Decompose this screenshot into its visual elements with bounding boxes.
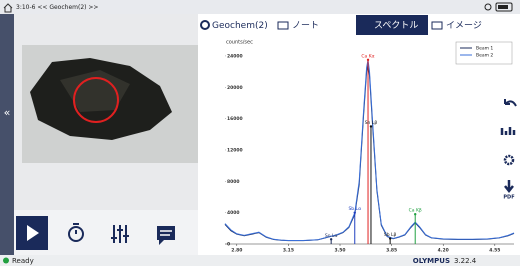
y-tick-label: 0: [227, 242, 230, 248]
tab[interactable]: イメージ: [446, 21, 482, 31]
top-title: 3:10-6 << Geochem(2) >>: [16, 4, 98, 11]
peak-label: Ca Kβ: [409, 208, 422, 214]
pdf-label: PDF: [503, 195, 514, 201]
y-tick-label: 12000: [227, 147, 243, 153]
tab[interactable]: Geochem(2): [212, 21, 268, 31]
y-tick-label: 16000: [227, 116, 243, 122]
battery-level: [498, 5, 508, 9]
x-tick-label: 2.80: [231, 248, 242, 254]
spectrum-line: [225, 60, 514, 241]
brand: OLYMPUS: [413, 257, 450, 265]
peak-label: Ca Kα: [361, 53, 374, 59]
version: 3.22.4: [454, 257, 477, 265]
y-tick-label: 4000: [227, 210, 240, 216]
y-tick-label: 24000: [227, 53, 243, 59]
spectrum-chart: counts/sec 0 4000 8000 12000 16000 20000 24000…: [225, 40, 514, 254]
side-strip: [0, 14, 14, 255]
legend-label: Beam 1: [476, 46, 493, 52]
undo-button[interactable]: [505, 99, 516, 106]
y-axis-label: counts/sec: [226, 40, 253, 46]
peak-label: Sn Lβ: [365, 120, 378, 126]
x-tick-label: 4.55: [489, 248, 500, 254]
peak-label: Sb Lα: [348, 206, 361, 212]
x-tick-label: 3.15: [283, 248, 294, 254]
spectrum-line: [225, 64, 514, 241]
peak-label: Sb Lβ: [384, 232, 397, 238]
gear-button[interactable]: [505, 156, 513, 164]
x-tick-label: 3.85: [386, 248, 397, 254]
bars-button[interactable]: [502, 127, 514, 135]
legend-label: Beam 2: [476, 53, 493, 59]
side-tab[interactable]: «: [4, 106, 11, 119]
download-button[interactable]: [505, 180, 513, 191]
peak-label: Sn Lα: [325, 233, 338, 239]
app-screen: 3:10-6 << Geochem(2) >> « Geochem(2) ノート…: [0, 0, 520, 266]
tab[interactable]: ノート: [292, 21, 319, 31]
ui: 3:10-6 << Geochem(2) >> « Geochem(2) ノート…: [0, 0, 520, 266]
x-tick-label: 3.50: [334, 248, 345, 254]
y-tick-label: 20000: [227, 85, 243, 91]
tab[interactable]: スペクトル: [374, 20, 418, 31]
x-tick-label: 4.20: [438, 248, 449, 254]
status-dot: [3, 258, 9, 264]
status-text: Ready: [12, 257, 34, 265]
y-tick-label: 8000: [227, 179, 240, 185]
